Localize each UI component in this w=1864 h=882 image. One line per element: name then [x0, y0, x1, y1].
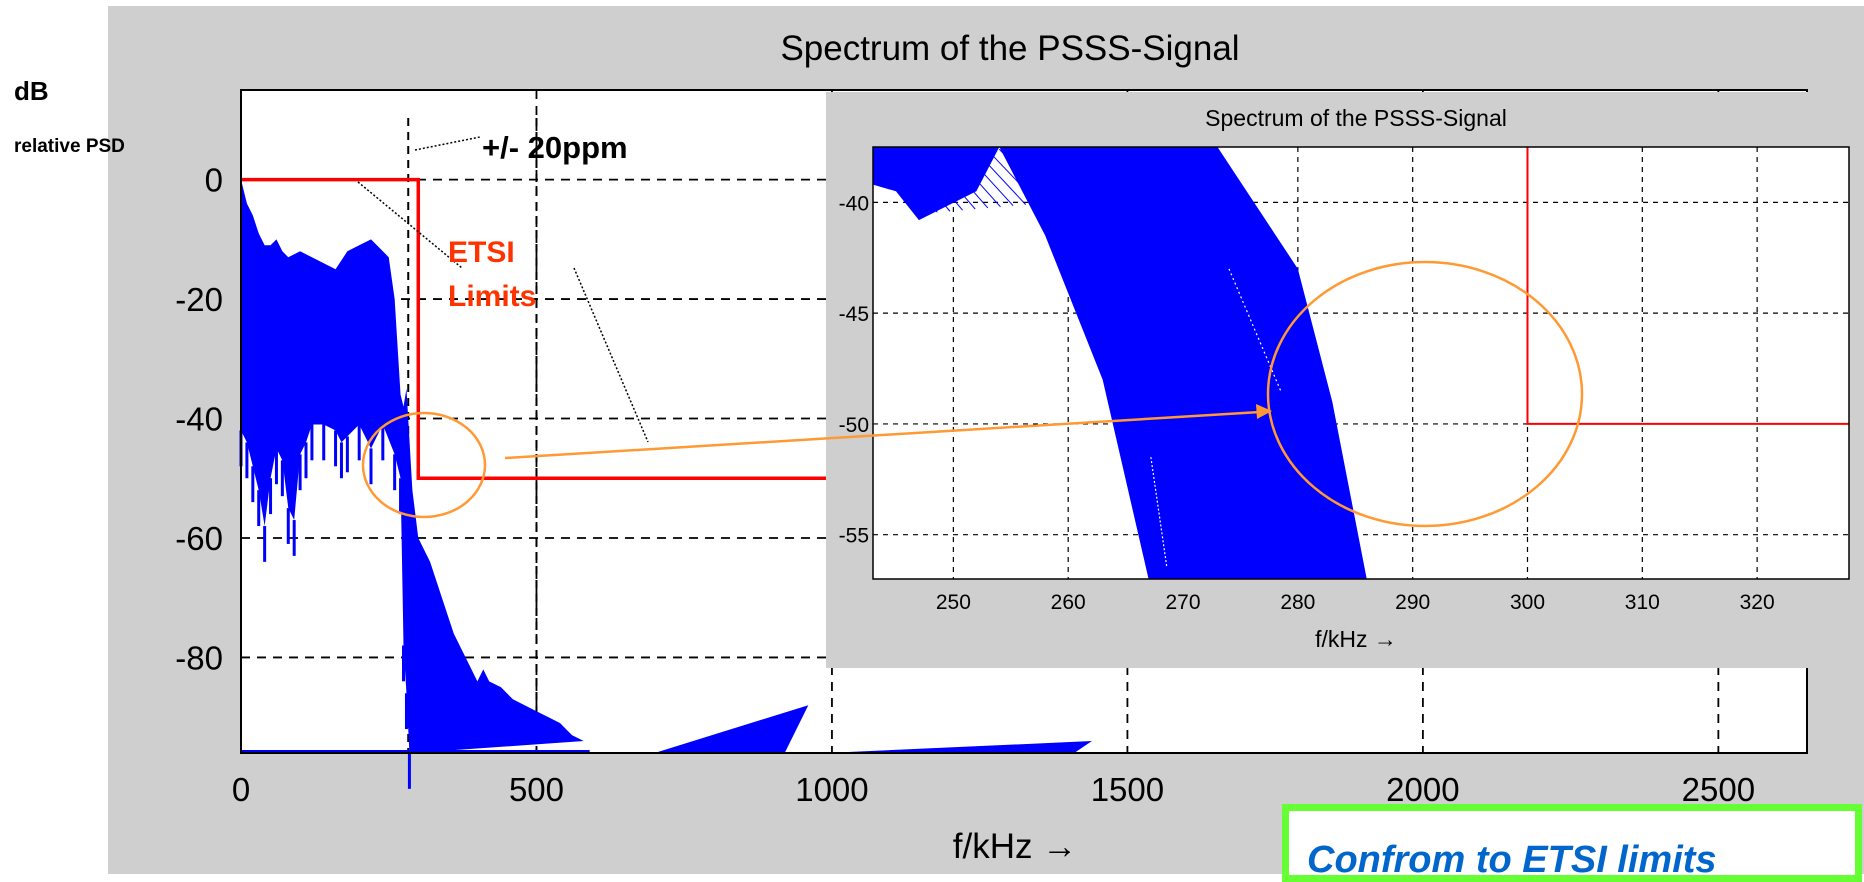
inset-band-hatch: [1024, 148, 1077, 201]
main-y-tick-label: 0: [205, 162, 223, 199]
etsi-annotation-line2: Limits: [448, 280, 536, 313]
inset-band-hatch: [948, 148, 1001, 208]
main-y-tick-label: -60: [175, 520, 223, 557]
inset-y-tick-label: -40: [839, 192, 869, 215]
inset-x-tick-label: 300: [1510, 591, 1545, 614]
conclusion-box: Confrom to ETSI limits: [1282, 804, 1862, 882]
inset-chart-title: Spectrum of the PSSS-Signal: [1205, 105, 1507, 131]
inset-etsi-limit-line: [1526, 147, 1849, 425]
y-axis-title: dB: [14, 76, 49, 106]
inset-x-tick-label: 310: [1625, 591, 1660, 614]
inset-band-hatch: [872, 148, 926, 214]
main-x-axis-label: f/kHz →: [953, 827, 1077, 866]
main-y-tick-label: -80: [175, 639, 223, 676]
main-x-tick-label: 500: [509, 771, 564, 808]
main-x-tick-label: 1500: [1091, 771, 1164, 808]
etsi-leader-1: [357, 181, 463, 269]
main-x-tick-labels: 0 500 1000 1500 2000 2500: [232, 771, 1755, 808]
main-x-tick-label: 2500: [1682, 771, 1755, 808]
inset-band-strand: [1228, 268, 1282, 391]
zoom-highlights: [361, 260, 1584, 528]
main-x-tick-label: 0: [232, 771, 250, 808]
etsi-annotation-line1: ETSI: [448, 236, 515, 269]
inset-band-hatch: [998, 148, 1052, 203]
main-y-tick-label: -40: [175, 401, 223, 438]
etsi-leader-2: [573, 267, 649, 443]
inset-x-tick-label: 250: [936, 591, 971, 614]
inset-x-tick-label: 260: [1051, 591, 1086, 614]
main-chart-title: Spectrum of the PSSS-Signal: [780, 29, 1239, 68]
inset-plot-frame: [872, 146, 1850, 580]
main-x-tick-label: 1000: [795, 771, 868, 808]
inset-spectrum-band: [873, 147, 1367, 579]
inset-band-hatch: [961, 148, 1014, 207]
main-series: [239, 179, 1092, 789]
inset-zoom-circle: [1266, 260, 1584, 528]
inset-band-hatch: [935, 148, 989, 209]
main-spectrum-band: [241, 179, 584, 753]
inset-band-hatch: [910, 148, 963, 211]
inset-etsi-limit: [1526, 147, 1849, 425]
inset-y-tick-labels: -40 -45 -50 -55: [839, 192, 869, 547]
inset-chart: Spectrum of the PSSS-Signal -40 -45 -50 -55…: [826, 92, 1864, 668]
inset-y-tick-label: -50: [839, 414, 869, 437]
inset-band-hatch: [923, 148, 976, 210]
inset-x-tick-labels: 250 260 270 280 290 300 310 320: [936, 591, 1775, 614]
inset-x-tick-label: 290: [1395, 591, 1430, 614]
main-spectrum-peak: [654, 705, 809, 753]
main-spectrum-peak: [826, 741, 1092, 753]
ppm-leader: [414, 136, 481, 151]
y-axis-subtitle: relative PSD: [14, 136, 125, 157]
inset-plot-area: [873, 147, 1849, 579]
inset-x-axis-label: f/kHz →: [1315, 626, 1397, 652]
zoom-arrowhead: [1256, 404, 1272, 419]
inset-y-tick-label: -45: [839, 303, 869, 326]
conclusion-text: Confrom to ETSI limits: [1307, 839, 1717, 881]
main-spectrum-floor: [241, 750, 590, 753]
inset-band-hatch: [897, 148, 951, 212]
inset-band-hatch: [973, 148, 1027, 205]
zoom-connector-arrow: [504, 410, 1261, 460]
inset-band-hatch: [885, 148, 938, 213]
inset-x-tick-label: 270: [1166, 591, 1201, 614]
annotations: +/- 20ppm ETSI Limits: [357, 130, 649, 443]
inset-band-hatch: [1011, 148, 1064, 202]
inset-band-hatch: [1036, 148, 1090, 200]
main-y-tick-labels: 0 -20 -40 -60 -80: [175, 162, 223, 677]
inset-band-hatch: [986, 148, 1039, 204]
main-x-tick-label: 2000: [1386, 771, 1459, 808]
main-zoom-circle: [361, 411, 487, 519]
ppm-annotation: +/- 20ppm: [482, 130, 628, 165]
main-y-tick-label: -20: [175, 281, 223, 318]
inset-series: [872, 147, 1367, 579]
inset-y-tick-label: -55: [839, 525, 869, 548]
inset-x-tick-label: 320: [1740, 591, 1775, 614]
inset-x-tick-label: 280: [1280, 591, 1315, 614]
inset-band-strand: [1150, 457, 1168, 569]
